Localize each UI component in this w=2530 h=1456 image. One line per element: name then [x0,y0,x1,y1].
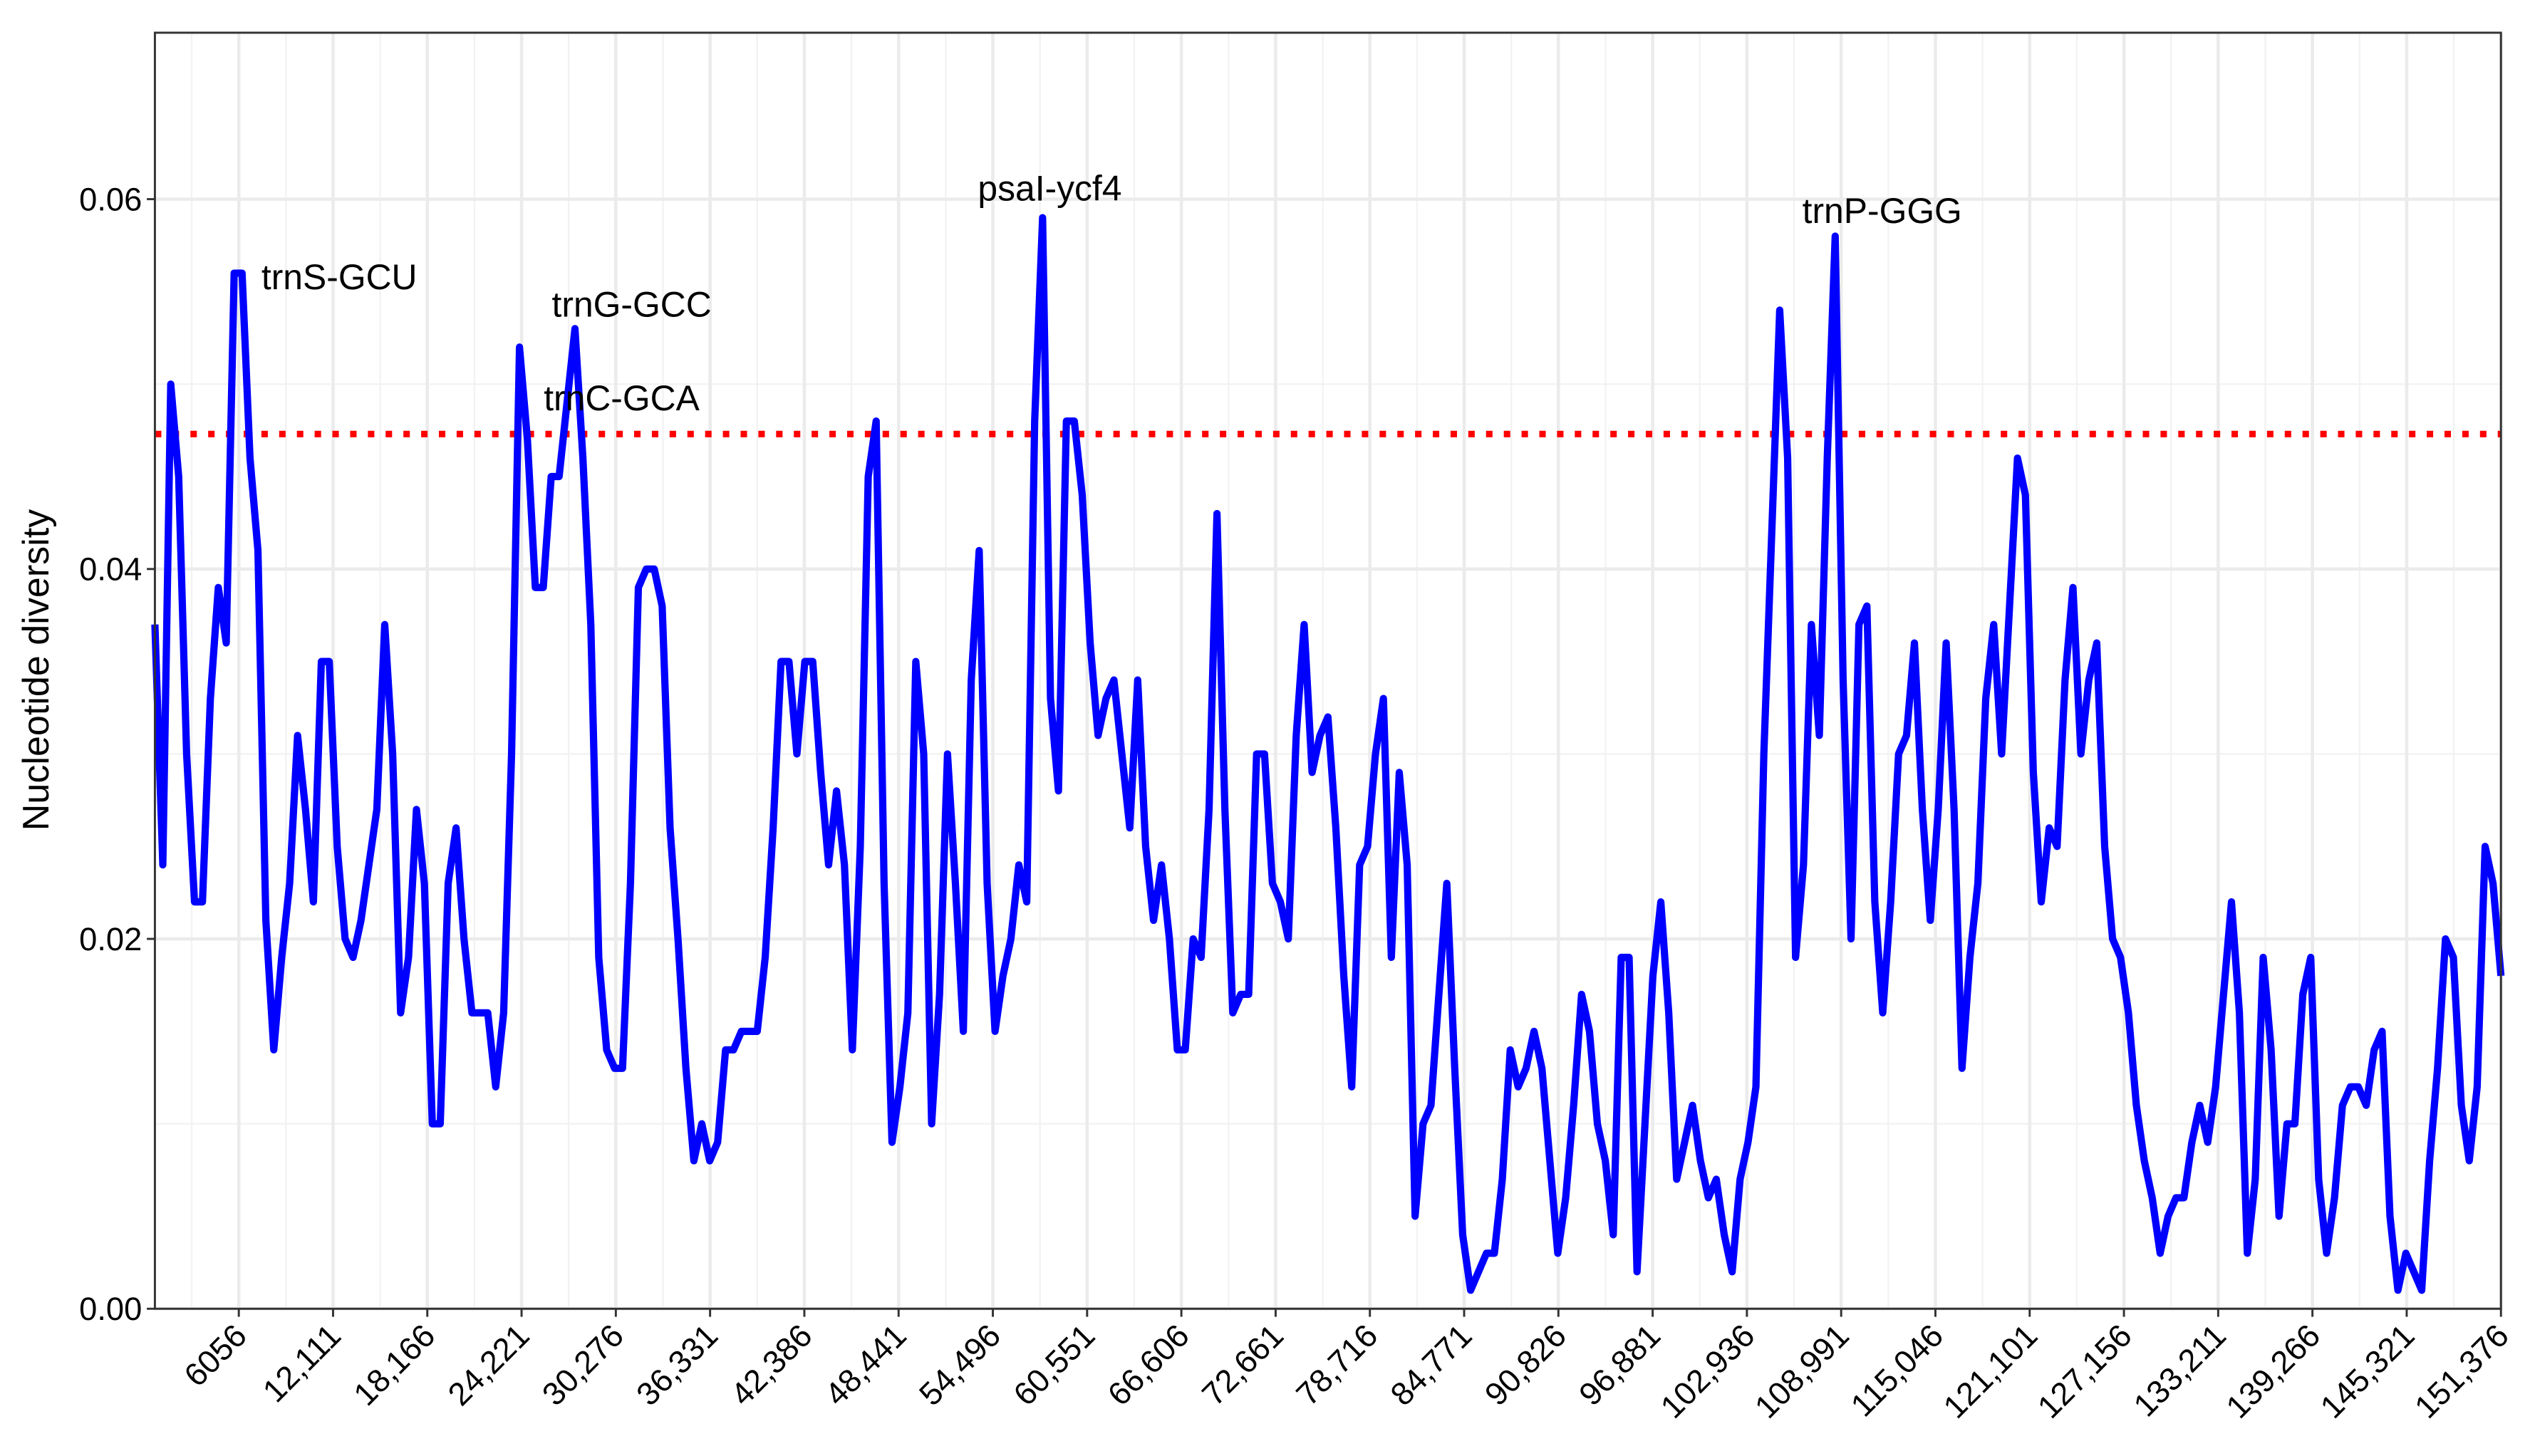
y-tick-label: 0.00 [79,1291,142,1327]
series-points [155,217,2502,1291]
annotation-trnG-GCC: trnG-GCC [552,285,712,325]
plot-border [153,31,2502,1310]
grid [155,32,2503,1311]
annotation-trnS-GCU: trnS-GCU [261,257,418,297]
y-tick-label: 0.06 [79,181,142,217]
y-axis-title: Nucleotide diversity [16,509,57,831]
annotation-trnC-GCA: trnC-GCA [544,378,700,418]
y-tick-label: 0.04 [79,551,142,588]
annotation-trnP-GGG: trnP-GGG [1803,191,1962,231]
y-tick-label: 0.02 [79,921,142,957]
annotation-psaI-ycf4: psaI-ycf4 [978,168,1121,208]
y-axis: 0.00 0.02 0.04 0.06 [79,181,155,1327]
